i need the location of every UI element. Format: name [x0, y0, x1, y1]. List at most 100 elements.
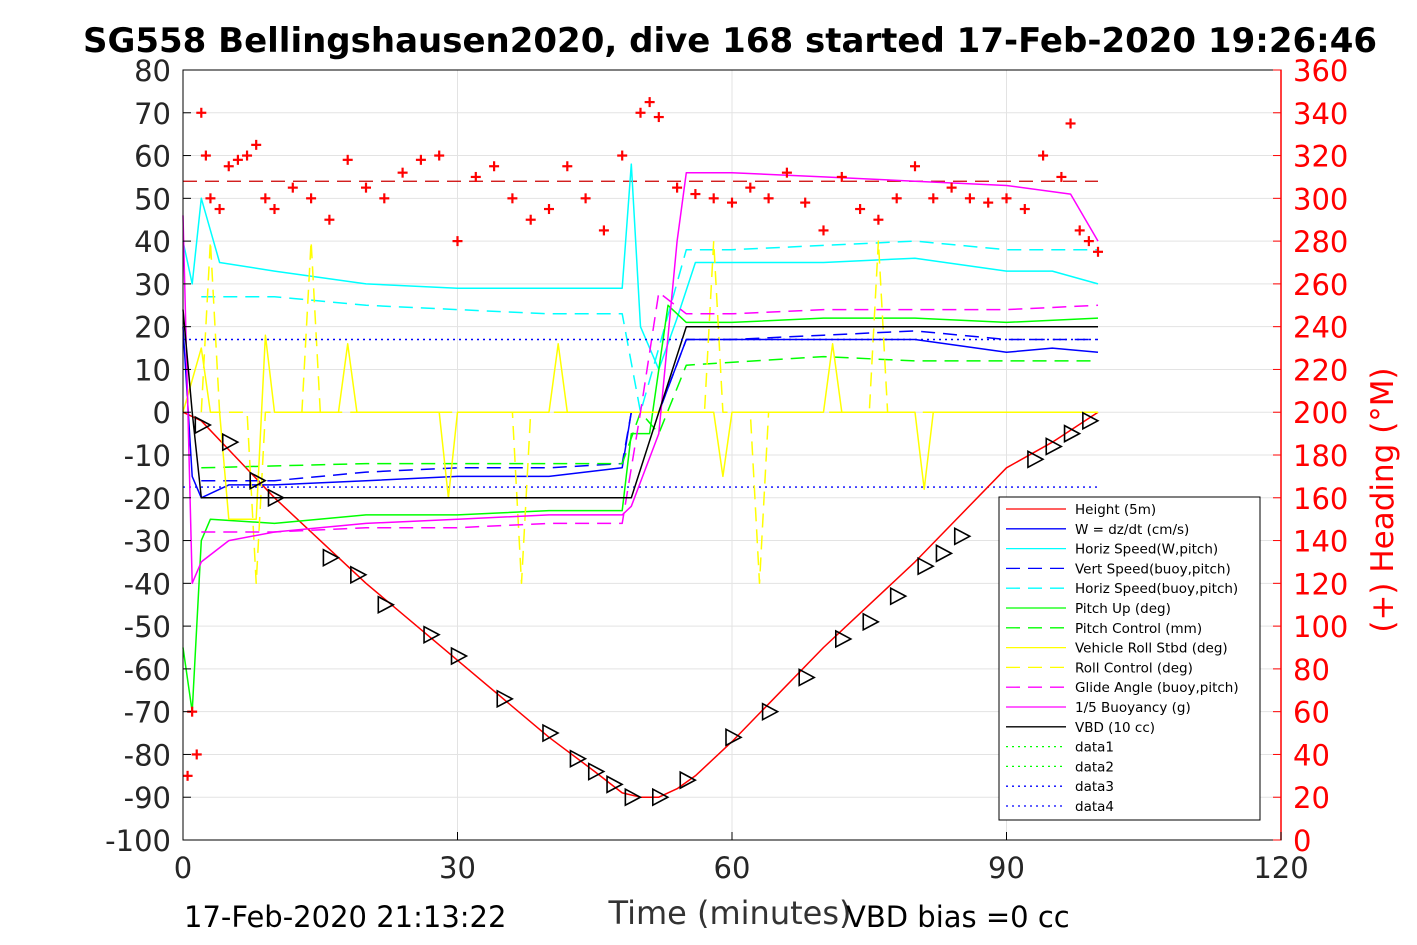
heading-marker — [1065, 118, 1076, 129]
x-tick-label: 90 — [988, 851, 1025, 885]
vbd-marker — [606, 775, 624, 794]
legend-entry: Vehicle Roll Stbd (deg) — [1075, 641, 1228, 657]
x-tick-label: 60 — [714, 851, 751, 885]
heading-marker — [260, 193, 271, 204]
heading-marker — [836, 171, 847, 182]
series-line-11 — [182, 309, 1098, 499]
heading-marker — [544, 204, 554, 215]
heading-marker — [191, 749, 202, 760]
heading-marker — [855, 204, 866, 215]
legend-entry: data3 — [1075, 779, 1114, 795]
legend: Height (5m) W = dz/dt (cm/s) Horiz Speed(W… — [998, 496, 1261, 821]
heading-marker — [232, 154, 243, 165]
y2-tick-label: 360 — [1293, 54, 1348, 88]
series-line-5 — [182, 304, 1099, 713]
y2-tick-label: 100 — [1293, 610, 1348, 644]
y2-tick-label: 140 — [1293, 525, 1348, 559]
vbd-marker — [194, 415, 213, 435]
heading-marker — [1019, 204, 1030, 215]
heading-marker — [214, 204, 225, 215]
series-line-7 — [182, 334, 1098, 520]
y-tick-label: 60 — [134, 140, 171, 174]
heading-marker — [781, 167, 792, 178]
legend-entry: Pitch Up (deg) — [1075, 601, 1171, 617]
heading-marker — [251, 139, 262, 150]
y2-tick-label: 320 — [1293, 140, 1348, 174]
y-tick-label: 50 — [134, 182, 171, 216]
legend-entry: data4 — [1075, 799, 1114, 815]
heading-marker — [223, 161, 234, 172]
y2-tick-label: 300 — [1293, 182, 1348, 216]
vbd-marker — [917, 556, 935, 576]
y-tick-label: -60 — [124, 653, 171, 687]
y2-tick-label: 80 — [1293, 653, 1330, 687]
y2-tick-label: 280 — [1293, 225, 1348, 259]
footer-timestamp: 17-Feb-2020 21:13:22 — [184, 900, 507, 934]
heading-marker — [452, 236, 463, 247]
y2-tick-label: 180 — [1293, 439, 1348, 473]
y-tick-label: -70 — [124, 696, 171, 730]
heading-marker — [1093, 246, 1103, 257]
vbd-marker — [834, 629, 853, 649]
series-layer — [182, 163, 1099, 798]
heading-marker — [205, 193, 216, 204]
y2-tick-label: 220 — [1293, 353, 1348, 387]
vbd-marker — [1045, 437, 1063, 456]
heading-marker — [1083, 236, 1094, 247]
legend-entry: Roll Control (deg) — [1075, 660, 1193, 676]
vbd-marker — [249, 471, 267, 490]
vbd-marker — [350, 565, 368, 585]
vbd-marker — [935, 544, 954, 563]
heading-marker — [379, 193, 390, 204]
legend-entry: VBD (10 cc) — [1075, 720, 1155, 736]
vbd-marker — [587, 762, 606, 781]
legend-entry: Glide Angle (buoy,pitch) — [1075, 680, 1239, 696]
footer-vbd-bias: VBD bias =0 cc — [846, 900, 1070, 934]
x-tick-label: 120 — [1253, 851, 1308, 885]
y-axis-right: 0 20 40 60 80 100 120 140 160 180 200 220 240 260 280 3… — [1273, 54, 1348, 858]
heading-marker — [672, 182, 683, 193]
vbd-marker — [889, 586, 908, 606]
heading-marker — [489, 161, 500, 172]
heading-marker — [635, 107, 646, 118]
vbd-marker — [221, 432, 240, 452]
x-axis: 0 30 60 90 120 — [174, 832, 1309, 885]
heading-marker — [873, 214, 884, 225]
vbd-marker — [377, 595, 395, 615]
heading-marker — [287, 182, 298, 193]
heading-marker — [1074, 225, 1085, 236]
vbd-marker — [1063, 424, 1082, 443]
x-axis-label: Time (minutes) — [608, 894, 852, 932]
heading-marker — [964, 193, 975, 204]
y-tick-label: -90 — [124, 781, 171, 815]
heading-marker — [1056, 171, 1067, 182]
y-tick-label: 70 — [134, 97, 171, 131]
y-tick-label: -80 — [124, 738, 171, 772]
heading-marker — [525, 214, 536, 225]
heading-marker — [562, 161, 573, 172]
vbd-marker — [423, 625, 441, 645]
vbd-marker — [953, 526, 972, 546]
heading-marker — [361, 182, 371, 193]
legend-entry: data1 — [1075, 740, 1114, 756]
legend-entry: 1/5 Buoyancy (g) — [1075, 700, 1191, 716]
heading-marker — [617, 150, 628, 161]
vbd-marker — [679, 770, 697, 790]
vbd-marker — [624, 787, 643, 807]
y2-tick-label: 20 — [1293, 781, 1330, 815]
heading-marker — [983, 197, 994, 208]
heading-marker — [745, 182, 756, 193]
y2-tick-label: 260 — [1293, 268, 1348, 302]
y-tick-label: -30 — [124, 525, 171, 559]
series-line-9 — [201, 291, 1099, 533]
vbd-marker — [651, 787, 670, 807]
series-line-2 — [182, 163, 1099, 371]
heading-marker — [470, 171, 481, 182]
heading-marker — [242, 150, 253, 161]
series-line-4 — [201, 240, 1098, 413]
heading-marker — [415, 154, 426, 165]
heading-marker — [269, 204, 280, 215]
heading-marker — [507, 193, 518, 204]
vbd-marker — [569, 749, 588, 769]
